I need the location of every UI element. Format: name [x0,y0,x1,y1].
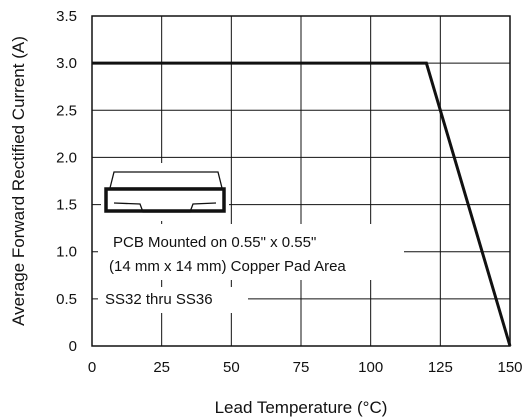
derating-curve-line [92,61,512,347]
x-tick-label: 125 [428,359,453,376]
x-tick-label: 0 [88,359,96,376]
x-tick-label: 25 [153,359,170,376]
annotation-pcb-line1: PCB Mounted on 0.55" x 0.55" [113,234,316,251]
curve-layer [92,61,512,347]
y-tick-label: 3.5 [56,8,77,25]
part-range-mask [98,287,248,313]
x-tick-label: 50 [223,359,240,376]
y-tick-label: 1.0 [56,244,77,261]
plot-frame [91,15,511,347]
y-tick-labels: 0 0.5 1.0 1.5 2.0 2.5 3.0 3.5 [56,8,77,355]
y-tick-label: 1.5 [56,197,77,214]
y-tick-label: 2.0 [56,149,77,166]
annotation-pcb-line2: (14 mm x 14 mm) Copper Pad Area [109,258,346,275]
y-tick-label: 0 [69,338,77,355]
annotation-part-range: SS32 thru SS36 [105,291,213,308]
y-axis-title: Average Forward Rectified Current (A) [9,36,28,326]
x-tick-label: 75 [293,359,310,376]
annotation-mask [98,224,404,280]
x-axis-title: Lead Temperature (°C) [215,398,388,417]
y-tick-label: 2.5 [56,102,77,119]
package-outline-icon [101,163,229,221]
x-tick-label: 150 [497,359,522,376]
y-tick-label: 0.5 [56,291,77,308]
x-tick-labels: 0 25 50 75 100 125 150 [88,359,523,376]
x-tick-label: 100 [358,359,383,376]
y-tick-label: 3.0 [56,55,77,72]
